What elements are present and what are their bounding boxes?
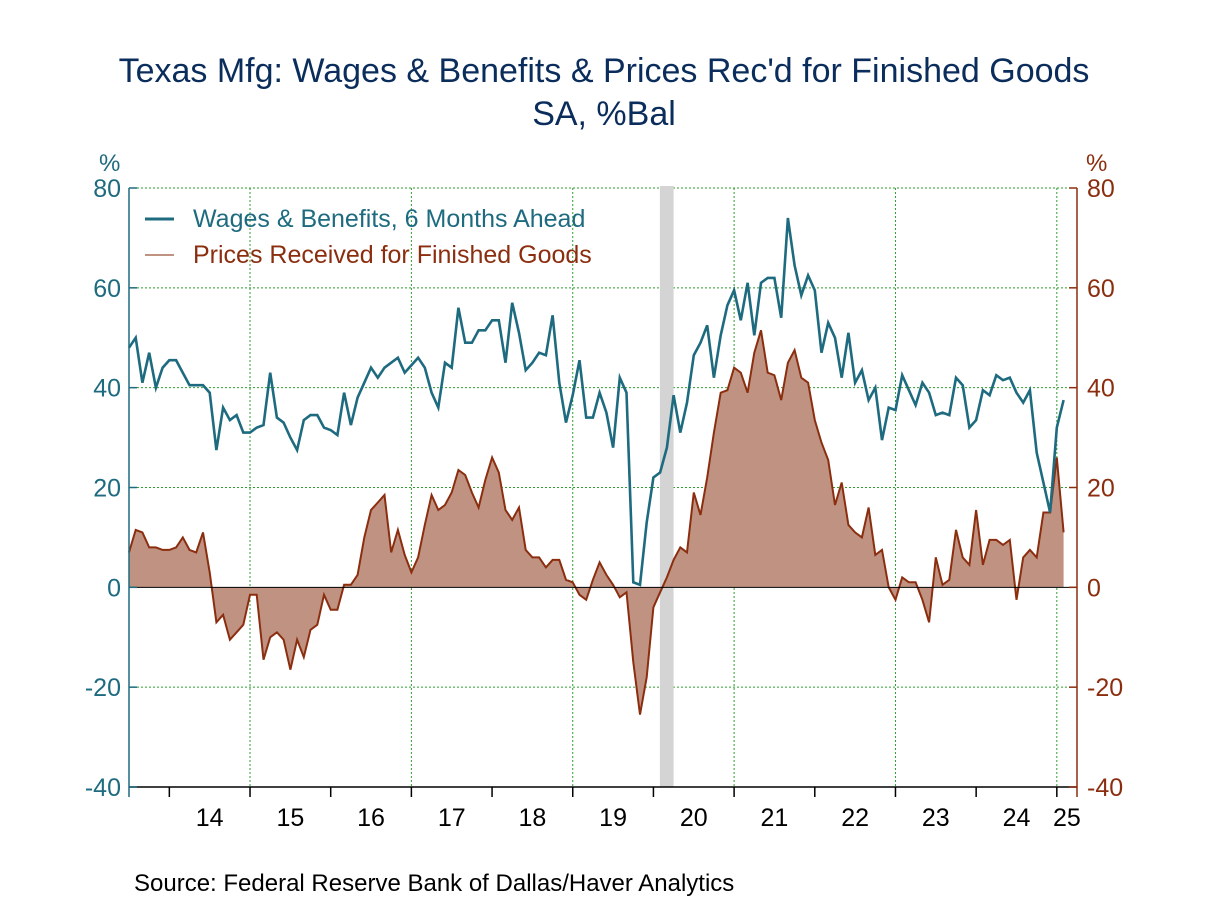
y-tick-label-right: 80 xyxy=(1087,175,1115,203)
x-tick-label: 22 xyxy=(841,804,869,832)
x-tick-label: 18 xyxy=(518,804,546,832)
series-line-layer xyxy=(127,217,1065,715)
x-tick-label: 24 xyxy=(1003,804,1031,832)
prices-received-line xyxy=(128,330,1065,715)
x-tick-label: 14 xyxy=(196,804,224,832)
x-tick-label: 15 xyxy=(276,804,304,832)
legend-label-prices: Prices Received for Finished Goods xyxy=(193,241,592,269)
y-tick-label-left: 80 xyxy=(93,175,121,203)
y-tick-label-left: -20 xyxy=(85,674,121,702)
y-tick-label-right: 40 xyxy=(1087,375,1115,403)
tick-labels: -40 -40 -20 -20 0 0 20 20 40 40 60 60 80 80% % 14 15 16 17… xyxy=(85,150,1123,832)
x-tick-label: 19 xyxy=(599,804,627,832)
x-tick-label: 23 xyxy=(922,804,950,832)
legend-label-wages: Wages & Benefits, 6 Months Ahead xyxy=(193,205,585,233)
x-tick-label: 25 xyxy=(1053,804,1081,832)
legend: Wages & Benefits, 6 Months Ahead Prices R… xyxy=(145,205,592,269)
x-tick-label: 16 xyxy=(357,804,385,832)
chart-title: Texas Mfg: Wages & Benefits & Prices Rec… xyxy=(118,52,1090,90)
x-tick-label: 20 xyxy=(680,804,708,832)
axes xyxy=(128,187,1078,797)
recession-band xyxy=(659,186,674,787)
chart-subtitle: SA, %Bal xyxy=(532,95,676,133)
y-tick-label-right: 20 xyxy=(1087,475,1115,503)
y-tick-label-right: 60 xyxy=(1087,275,1115,303)
right-axis-unit: % xyxy=(1086,150,1107,177)
y-tick-label-left: 60 xyxy=(93,275,121,303)
y-tick-label-left: 40 xyxy=(93,375,121,403)
wages-benefits-line xyxy=(127,217,1065,587)
y-tick-label-left: 0 xyxy=(107,574,121,602)
x-tick-label: 17 xyxy=(438,804,466,832)
y-tick-label-right: -20 xyxy=(1087,674,1123,702)
left-axis-unit: % xyxy=(99,150,120,177)
x-tick-label: 21 xyxy=(761,804,789,832)
y-tick-label-left: -40 xyxy=(85,774,121,802)
y-tick-label-right: 0 xyxy=(1087,574,1101,602)
gridlines xyxy=(129,187,1077,788)
source-note: Source: Federal Reserve Bank of Dallas/H… xyxy=(134,870,735,897)
y-tick-label-left: 20 xyxy=(93,475,121,503)
y-tick-label-right: -40 xyxy=(1087,774,1123,802)
recession-band-layer xyxy=(659,186,674,787)
